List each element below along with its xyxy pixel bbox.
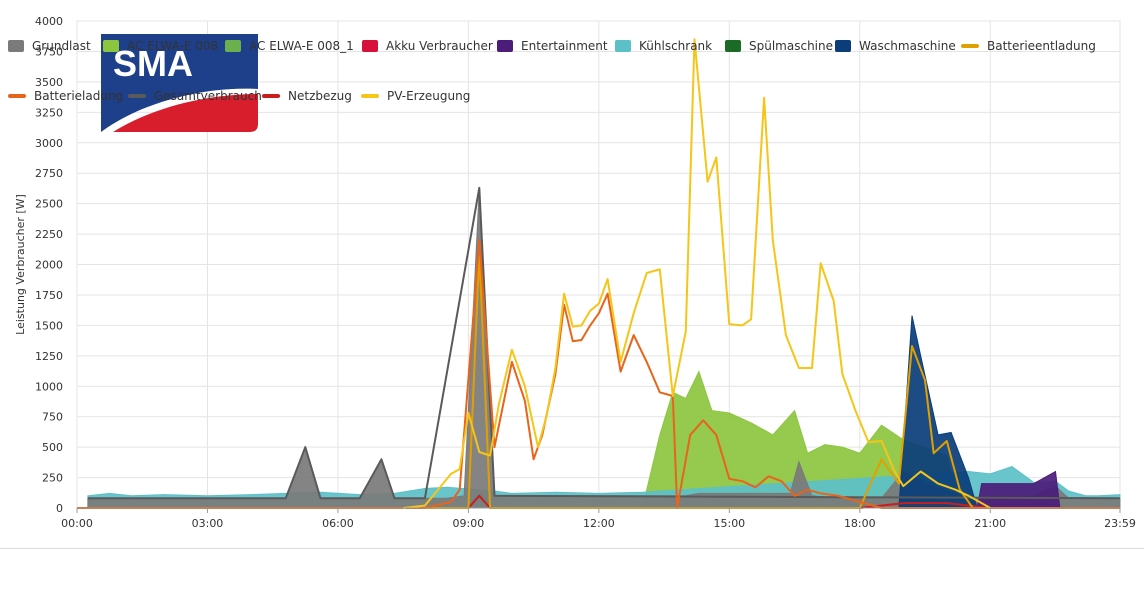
legend-label: Netzbezug	[288, 89, 352, 103]
legend-swatch	[362, 40, 378, 52]
x-tick-label: 12:00	[583, 517, 615, 530]
legend-swatch	[225, 40, 241, 52]
legend-item-ac-elwa-e-008-1[interactable]: AC ELWA-E 008_1	[225, 39, 354, 53]
legend-item-k-hlschrank[interactable]: Kühlschrank	[615, 39, 712, 53]
legend-swatch	[361, 94, 379, 98]
legend-item-sp-lmaschine[interactable]: Spülmaschine	[725, 39, 833, 53]
legend-swatch	[8, 40, 24, 52]
series-line-gesamtverbrauch	[87, 186, 1120, 500]
y-tick-label: 1500	[35, 319, 63, 332]
y-axis-title: Leistung Verbraucher [W]	[14, 194, 27, 335]
legend-swatch	[8, 94, 26, 98]
y-tick-label: 250	[42, 472, 63, 485]
y-tick-label: 3000	[35, 137, 63, 150]
legend-swatch	[497, 40, 513, 52]
legend-item-grundlast[interactable]: Grundlast	[8, 39, 91, 53]
series-line-pv-erzeugung	[403, 38, 991, 509]
series-area-grundlast	[87, 187, 1121, 509]
legend-swatch	[961, 44, 979, 48]
legend-item-waschmaschine[interactable]: Waschmaschine	[835, 39, 956, 53]
legend-label: Batterieentladung	[987, 39, 1096, 53]
legend-item-pv-erzeugung[interactable]: PV-Erzeugung	[361, 89, 470, 103]
y-tick-label: 3750	[35, 45, 63, 58]
legend-label: Entertainment	[521, 39, 608, 53]
legend-swatch	[725, 40, 741, 52]
sma-logo: SMA	[101, 34, 258, 132]
legend-item-batterieladung[interactable]: Batterieladung	[8, 89, 123, 103]
legend-item-batterieentladung[interactable]: Batterieentladung	[961, 39, 1096, 53]
x-tick-label: 18:00	[844, 517, 876, 530]
legend-item-netzbezug[interactable]: Netzbezug	[262, 89, 352, 103]
x-tick-label: 15:00	[713, 517, 745, 530]
y-tick-label: 2750	[35, 167, 63, 180]
legend-item-gesamtverbrauch[interactable]: Gesamtverbrauch	[128, 89, 262, 103]
legend-item-ac-elwa-e-008[interactable]: AC ELWA-E 008	[103, 39, 218, 53]
y-tick-label: 3250	[35, 106, 63, 119]
series-line-batterieladung	[77, 239, 1120, 509]
y-tick-label: 3500	[35, 76, 63, 89]
y-tick-label: 1000	[35, 380, 63, 393]
legend-label: PV-Erzeugung	[387, 89, 471, 103]
legend-label: Waschmaschine	[859, 39, 956, 53]
legend: Grundlast AC ELWA-E 008 AC ELWA-E 008_1 Akk…	[0, 39, 1144, 612]
axes: 0 250 500 750 1000 1250 1500 1750 2000 2250 2500 27…	[14, 15, 1136, 530]
y-tick-label: 2500	[35, 198, 63, 211]
legend-label: Gesamtverbrauch	[154, 89, 262, 103]
legend-label: AC ELWA-E 008_1	[249, 39, 354, 53]
legend-label: AC ELWA-E 008	[127, 39, 219, 53]
x-tick-label: 09:00	[453, 517, 485, 530]
legend-swatch	[615, 40, 631, 52]
y-tick-label: 500	[42, 441, 63, 454]
y-tick-label: 2250	[35, 228, 63, 241]
y-tick-label: 1250	[35, 350, 63, 363]
legend-swatch	[835, 40, 851, 52]
x-tick-label: 06:00	[322, 517, 354, 530]
x-tick-label: 21:00	[974, 517, 1006, 530]
x-tick-label: 00:00	[61, 517, 93, 530]
legend-label: Kühlschrank	[639, 39, 713, 53]
x-tick-label: 03:00	[192, 517, 224, 530]
grid	[76, 20, 1121, 509]
legend-label: Spülmaschine	[749, 39, 833, 53]
y-tick-label: 4000	[35, 15, 63, 28]
logo-text: SMA	[113, 43, 193, 84]
legend-item-akku-verbraucher[interactable]: Akku Verbraucher	[362, 39, 493, 53]
legend-label: Batterieladung	[34, 89, 124, 103]
legend-swatch	[103, 40, 119, 52]
y-tick-label: 750	[42, 411, 63, 424]
legend-label: Akku Verbraucher	[386, 39, 493, 53]
x-tick-label: 23:59	[1104, 517, 1136, 530]
legend-swatch	[262, 94, 280, 98]
y-tick-label: 2000	[35, 259, 63, 272]
chart-area: 0 250 500 750 1000 1250 1500 1750 2000 2250 2500 27…	[14, 15, 1136, 530]
legend-swatch	[128, 94, 146, 98]
series-layer	[77, 38, 1121, 509]
y-tick-label: 1750	[35, 289, 63, 302]
y-tick-label: 0	[56, 502, 63, 515]
legend-item-entertainment[interactable]: Entertainment	[497, 39, 608, 53]
legend-label: Grundlast	[32, 39, 91, 53]
series-line-batterieentladung	[77, 251, 1120, 509]
